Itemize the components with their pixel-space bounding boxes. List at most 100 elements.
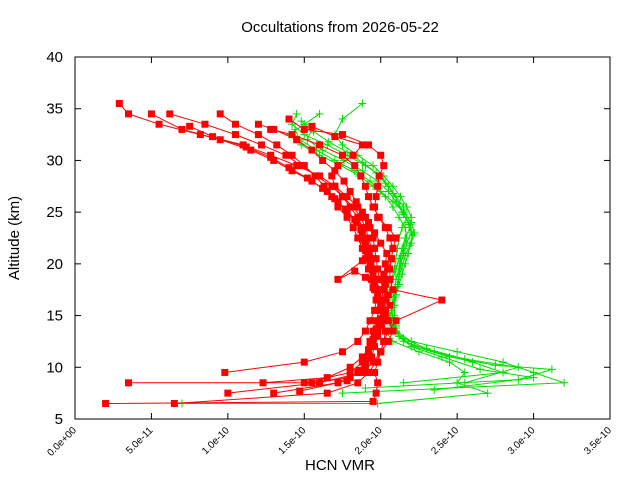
data-point-square	[293, 162, 301, 170]
data-point-square	[364, 255, 372, 263]
data-point-square	[386, 234, 394, 242]
data-point-square	[368, 353, 376, 361]
data-point-square	[216, 136, 224, 144]
data-point-square	[316, 141, 324, 149]
data-point-square	[369, 234, 377, 242]
data-point-plus	[292, 109, 301, 118]
data-point-square	[257, 141, 265, 149]
data-point-square	[186, 122, 194, 130]
data-point-square	[361, 363, 369, 371]
data-point-square	[334, 162, 342, 170]
data-point-square	[366, 224, 374, 232]
data-point-plus	[381, 192, 390, 201]
data-point-square	[384, 337, 392, 345]
data-point-square	[331, 195, 339, 203]
data-point-square	[288, 131, 296, 139]
data-point-plus	[395, 272, 404, 281]
data-point-square	[354, 234, 362, 242]
chart-title: Occultations from 2026-05-22	[241, 19, 439, 36]
data-point-square	[300, 125, 308, 133]
data-point-square	[374, 182, 382, 190]
data-point-plus	[402, 234, 411, 242]
data-point-square	[381, 275, 389, 283]
y-tick-label: 5	[55, 411, 63, 428]
data-point-square	[311, 172, 319, 180]
data-point-plus	[395, 280, 404, 289]
data-point-plus	[338, 389, 347, 398]
data-point-square	[438, 296, 446, 304]
data-point-square	[369, 337, 377, 345]
data-point-square	[380, 162, 388, 170]
data-point-plus	[491, 361, 500, 370]
data-point-square	[166, 110, 174, 118]
data-point-square	[224, 389, 232, 397]
data-point-square	[364, 348, 372, 356]
data-point-square	[354, 379, 362, 387]
data-point-plus	[401, 223, 410, 232]
data-point-plus	[388, 197, 397, 206]
y-tick-label: 40	[46, 49, 63, 66]
data-point-square	[331, 133, 339, 141]
series-4	[216, 110, 380, 376]
data-point-square	[125, 110, 132, 118]
data-point-plus	[399, 378, 408, 387]
data-point-square	[372, 317, 380, 325]
series-8	[300, 122, 389, 387]
data-point-square	[358, 208, 366, 216]
data-point-square	[392, 317, 400, 325]
data-point-square	[358, 257, 366, 265]
series-13	[291, 125, 538, 395]
data-point-square	[328, 172, 336, 180]
data-point-square	[342, 205, 350, 213]
y-tick-label: 30	[46, 152, 63, 169]
data-point-plus	[369, 161, 378, 170]
data-point-plus	[395, 199, 404, 208]
data-point-square	[372, 193, 380, 201]
data-point-square	[366, 265, 374, 273]
data-point-square	[368, 244, 376, 252]
data-point-square	[369, 284, 377, 292]
x-tick-label: 0.0e+00	[45, 425, 79, 459]
data-point-plus	[422, 344, 431, 353]
data-point-square	[339, 131, 346, 139]
data-point-square	[369, 255, 377, 263]
x-tick-label: 2.0e-10	[353, 425, 385, 457]
data-point-plus	[396, 192, 405, 201]
data-point-square	[364, 141, 372, 149]
data-point-square	[300, 162, 308, 170]
data-point-square	[372, 389, 380, 397]
data-point-square	[346, 203, 354, 211]
data-point-square	[170, 399, 178, 407]
data-point-square	[308, 146, 316, 154]
data-point-square	[377, 317, 385, 325]
data-point-plus	[399, 334, 408, 343]
data-point-square	[366, 260, 374, 268]
y-tick-label: 25	[46, 204, 63, 221]
data-point-square	[381, 224, 389, 232]
data-point-square	[125, 379, 132, 387]
data-point-plus	[399, 210, 408, 219]
data-point-square	[351, 162, 359, 170]
data-point-square	[339, 193, 346, 201]
data-point-square	[363, 244, 371, 252]
data-point-square	[371, 368, 379, 376]
data-point-square	[216, 110, 224, 118]
data-point-plus	[358, 158, 367, 167]
series-9	[178, 109, 492, 408]
data-point-plus	[407, 342, 416, 351]
y-tick-label: 20	[46, 256, 63, 273]
series-line	[300, 120, 519, 384]
data-point-square	[364, 368, 372, 376]
data-point-square	[254, 131, 262, 139]
data-point-plus	[297, 117, 306, 126]
data-point-square	[147, 110, 155, 118]
data-point-square	[384, 291, 392, 299]
data-point-plus	[338, 115, 347, 124]
data-point-plus	[468, 358, 477, 367]
data-point-square	[392, 234, 400, 242]
data-point-square	[358, 141, 366, 149]
data-point-square	[343, 193, 351, 201]
data-point-plus	[437, 352, 446, 361]
data-point-plus	[514, 363, 523, 372]
data-point-plus	[476, 365, 485, 374]
